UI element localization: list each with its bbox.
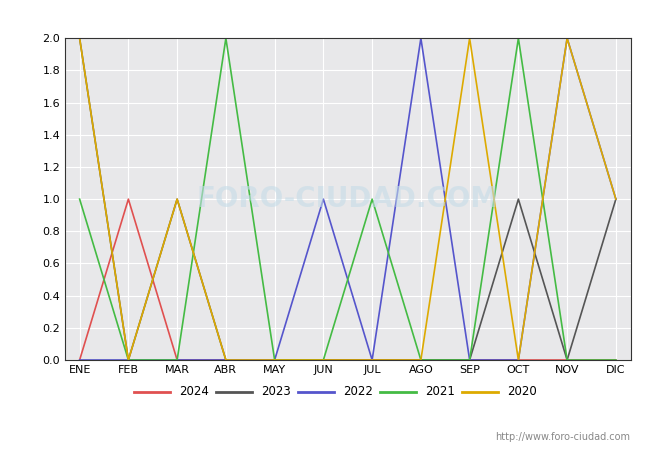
Text: http://www.foro-ciudad.com: http://www.foro-ciudad.com bbox=[495, 432, 630, 442]
Text: Matriculaciones de Vehiculos en La Pesquera: Matriculaciones de Vehiculos en La Pesqu… bbox=[138, 8, 512, 26]
Text: 2021: 2021 bbox=[425, 385, 455, 398]
Text: 2020: 2020 bbox=[507, 385, 537, 398]
Text: FORO-CIUDAD.COM: FORO-CIUDAD.COM bbox=[197, 185, 499, 213]
Text: 2024: 2024 bbox=[179, 385, 209, 398]
Text: 2023: 2023 bbox=[261, 385, 291, 398]
Text: 2022: 2022 bbox=[343, 385, 373, 398]
